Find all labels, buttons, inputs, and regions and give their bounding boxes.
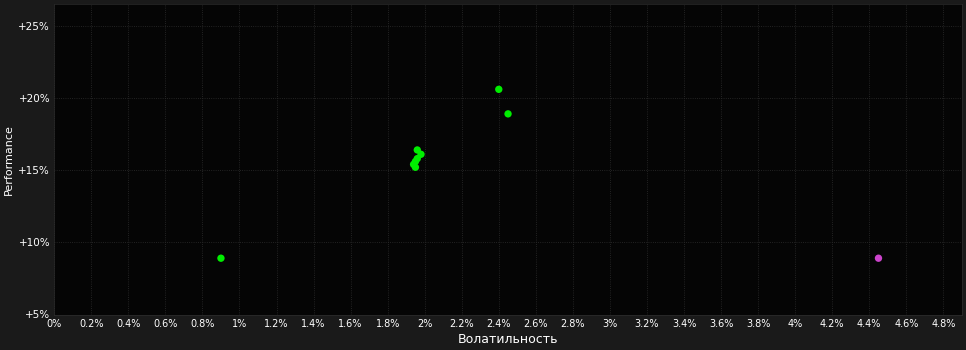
- Point: [408, 164, 423, 170]
- Point: [408, 159, 423, 164]
- Point: [870, 256, 886, 261]
- X-axis label: Волатильность: Волатильность: [458, 333, 558, 346]
- Point: [213, 256, 229, 261]
- Point: [406, 162, 421, 167]
- Point: [413, 152, 429, 157]
- Point: [410, 147, 425, 153]
- Point: [500, 111, 516, 117]
- Point: [491, 86, 506, 92]
- Point: [410, 156, 425, 161]
- Y-axis label: Performance: Performance: [4, 124, 14, 195]
